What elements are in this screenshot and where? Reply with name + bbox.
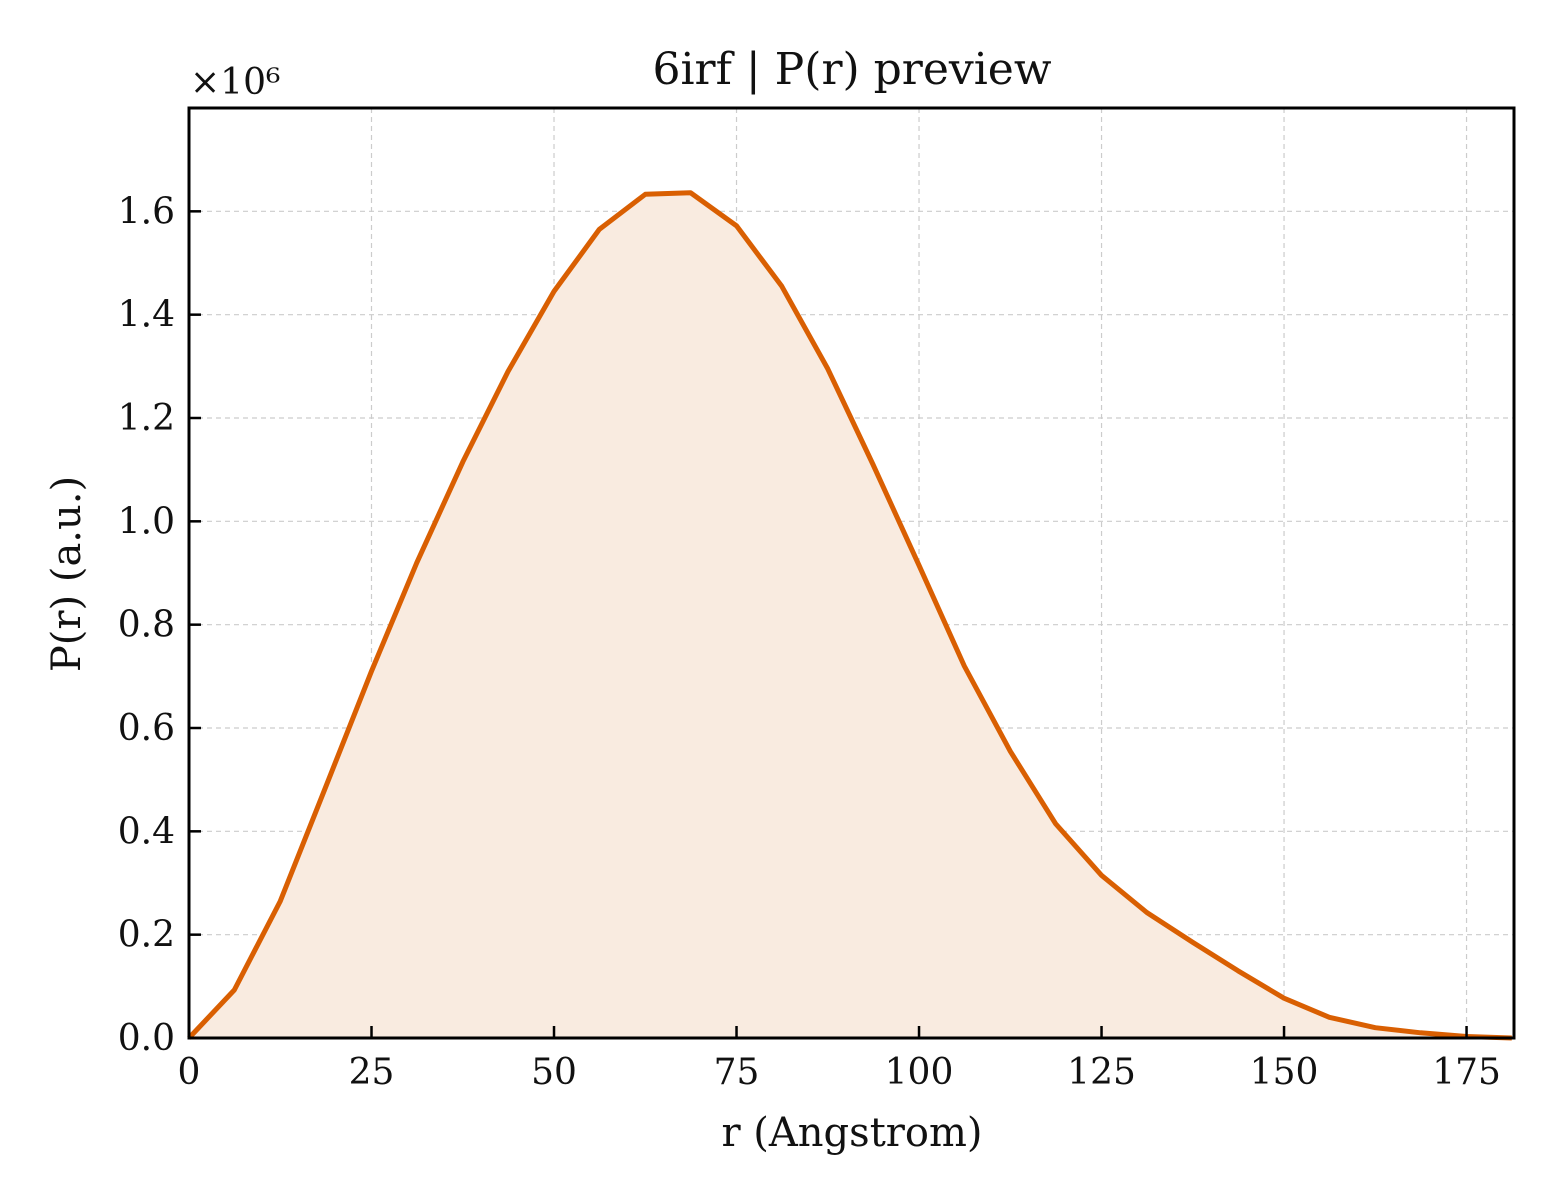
chart-title: 6irf | P(r) preview bbox=[652, 44, 1051, 95]
y-tick-label: 1.0 bbox=[118, 501, 175, 542]
x-tick-label: 100 bbox=[885, 1052, 954, 1093]
x-tick-label: 0 bbox=[178, 1052, 201, 1093]
y-tick-label: 0.8 bbox=[118, 605, 175, 646]
x-axis-label: r (Angstrom) bbox=[721, 1110, 982, 1156]
y-tick-label: 0.0 bbox=[118, 1018, 175, 1059]
x-tick-label: 150 bbox=[1250, 1052, 1319, 1093]
plot-frame bbox=[187, 106, 1516, 1040]
y-axis-label: P(r) (a.u.) bbox=[44, 476, 90, 672]
y-tick-label: 1.2 bbox=[118, 398, 175, 439]
y-tick-label: 0.6 bbox=[118, 708, 175, 749]
x-tick-label: 25 bbox=[349, 1052, 395, 1093]
y-tick-label: 0.4 bbox=[118, 811, 175, 852]
y-tick-label: 1.4 bbox=[118, 295, 175, 336]
pr-area-fill bbox=[189, 192, 1512, 1038]
x-tick-label: 75 bbox=[714, 1052, 760, 1093]
ticks: 0 25 50 75 100 125 150 175 0.0 0.2 0.4 0.6 0.8 1.0 1.2… bbox=[118, 191, 1501, 1093]
y-tick-label: 1.6 bbox=[118, 191, 175, 232]
y-tick-label: 0.2 bbox=[118, 915, 175, 956]
pr-series-line bbox=[187, 190, 1512, 1041]
x-tick-label: 175 bbox=[1432, 1052, 1501, 1093]
x-tick-label: 125 bbox=[1067, 1052, 1136, 1093]
y-axis-offset-label: ×10⁶ bbox=[190, 62, 280, 103]
x-tick-label: 50 bbox=[531, 1052, 577, 1093]
